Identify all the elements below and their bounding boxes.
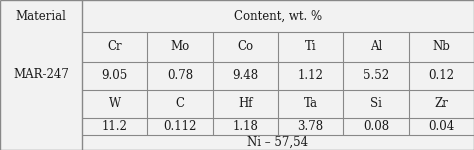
Text: Ti: Ti (305, 40, 317, 53)
Text: Co: Co (237, 40, 254, 53)
Text: Material: Material (16, 10, 66, 23)
Text: 11.2: 11.2 (102, 120, 128, 133)
Text: 1.12: 1.12 (298, 69, 324, 82)
Text: Zr: Zr (434, 97, 448, 110)
Text: Ta: Ta (304, 97, 318, 110)
Text: C: C (175, 97, 184, 110)
Text: Content, wt. %: Content, wt. % (234, 10, 322, 23)
Text: Si: Si (370, 97, 382, 110)
Text: MAR-247: MAR-247 (13, 69, 69, 81)
Text: Cr: Cr (107, 40, 122, 53)
Text: 0.08: 0.08 (363, 120, 389, 133)
Text: 0.112: 0.112 (164, 120, 197, 133)
Text: 9.05: 9.05 (101, 69, 128, 82)
Text: Al: Al (370, 40, 382, 53)
Text: Mo: Mo (170, 40, 190, 53)
Text: Ni – 57,54: Ni – 57,54 (247, 136, 309, 149)
Text: W: W (109, 97, 121, 110)
Text: 0.78: 0.78 (167, 69, 193, 82)
Text: 0.12: 0.12 (428, 69, 455, 82)
Text: 5.52: 5.52 (363, 69, 389, 82)
Text: Nb: Nb (432, 40, 450, 53)
Text: 3.78: 3.78 (298, 120, 324, 133)
Text: 9.48: 9.48 (232, 69, 258, 82)
Text: 1.18: 1.18 (232, 120, 258, 133)
Text: Hf: Hf (238, 97, 253, 110)
Text: 0.04: 0.04 (428, 120, 455, 133)
